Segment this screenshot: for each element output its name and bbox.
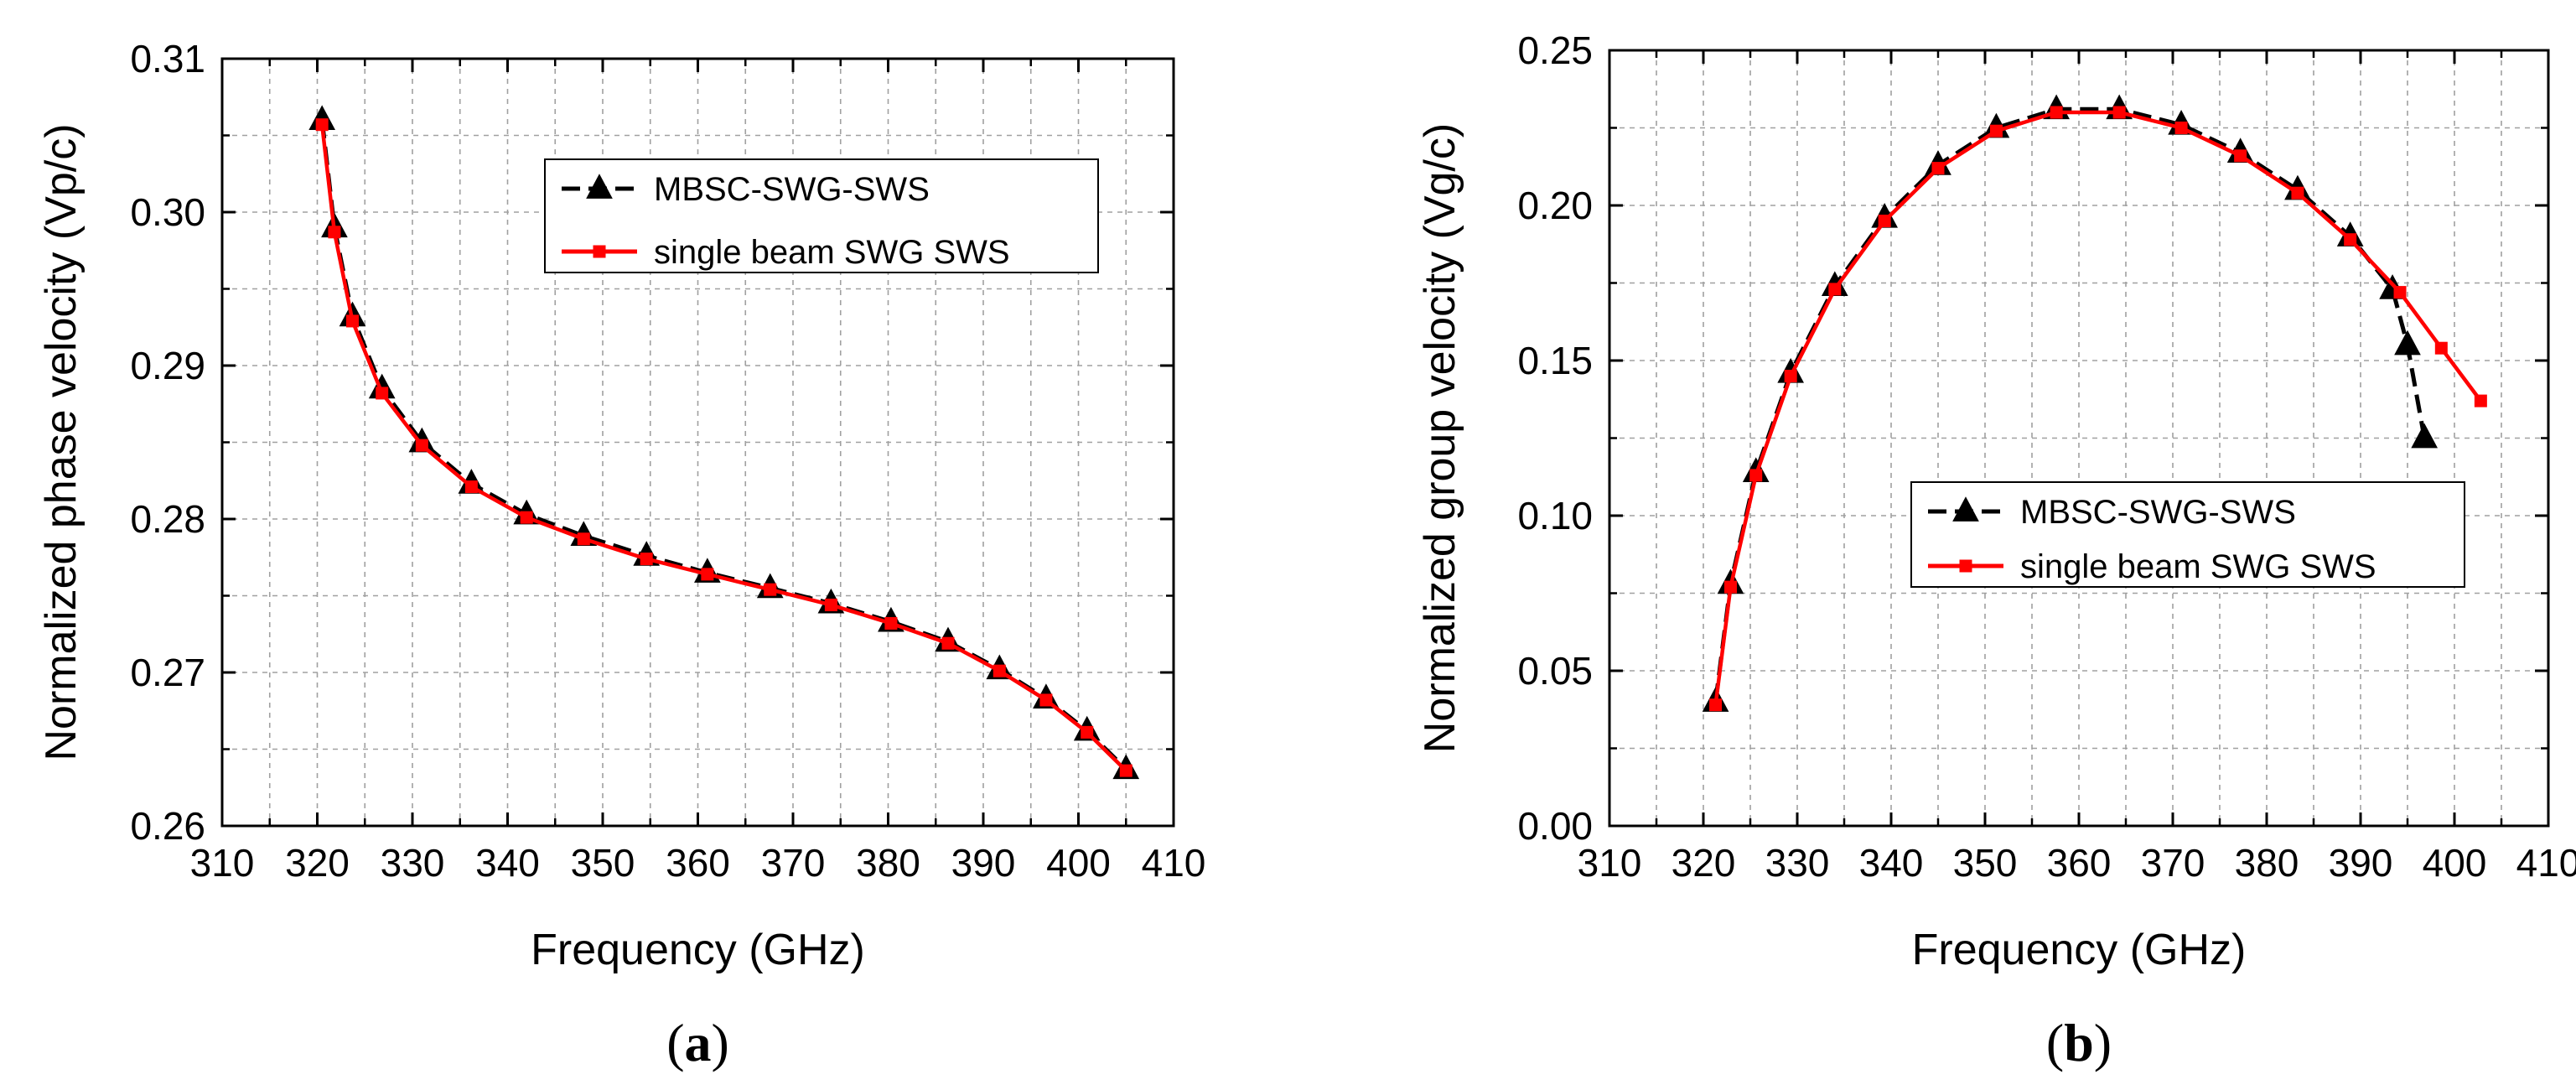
y-tick-label: 0.29 — [130, 344, 205, 387]
x-axis-label: Frequency (GHz) — [531, 926, 865, 974]
x-tick-label: 330 — [1765, 841, 1830, 885]
data-point — [2050, 106, 2063, 119]
legend-label: single beam SWG SWS — [654, 234, 1010, 271]
data-point — [2474, 394, 2487, 407]
x-tick-label: 320 — [1672, 841, 1736, 885]
chart-panel-a: 310 320 330 340 350 360 370 380 390 400 410 0.26 0.2… — [37, 37, 1205, 1072]
x-tick-label: 340 — [475, 841, 540, 885]
data-point — [1723, 580, 1737, 594]
data-point — [640, 553, 653, 566]
legend-marker — [586, 174, 613, 199]
x-tick-label: 340 — [1859, 841, 1924, 885]
data-point — [1784, 370, 1797, 382]
x-tick-label: 390 — [2329, 841, 2393, 885]
x-tick-label: 330 — [381, 841, 445, 885]
data-point — [1081, 725, 1094, 739]
data-point — [1878, 215, 1891, 227]
x-tick-label: 310 — [1578, 841, 1642, 885]
series-single-beam-swg-sws — [315, 118, 1133, 777]
data-point — [2434, 341, 2448, 355]
x-tick-label: 380 — [2235, 841, 2299, 885]
legend-box — [1910, 481, 2465, 588]
gridlines — [1609, 49, 2549, 827]
chart-panel-b: 310 320 330 340 350 360 370 380 390 400 410 0.00 0.0… — [1416, 29, 2576, 1072]
x-tick-label: 310 — [190, 841, 255, 885]
y-tick-label: 0.28 — [130, 497, 205, 541]
data-point — [415, 439, 428, 452]
legend: MBSC-SWG-SWS single beam SWG SWS — [544, 158, 1099, 273]
data-point — [1749, 469, 1763, 482]
x-tick-label: 410 — [1142, 841, 1206, 885]
y-tick-label: 0.26 — [130, 804, 205, 848]
x-tick-label: 400 — [2423, 841, 2487, 885]
y-axis-label: Normalized group velocity (Vg/c) — [1416, 123, 1464, 753]
data-point — [1119, 764, 1133, 777]
data-point — [993, 664, 1006, 677]
series-line — [319, 124, 1127, 772]
data-point — [2394, 330, 2421, 356]
x-tick-label: 390 — [951, 841, 1016, 885]
data-point — [464, 480, 478, 494]
data-point — [701, 568, 714, 581]
y-tick-label: 0.30 — [130, 190, 205, 234]
data-point — [884, 616, 898, 630]
y-tick-label: 0.05 — [1517, 649, 1593, 693]
data-point — [376, 387, 389, 400]
data-point — [1989, 124, 2003, 138]
data-point — [1039, 693, 1053, 707]
y-tick-label: 0.10 — [1517, 494, 1593, 537]
data-point — [2411, 423, 2438, 449]
data-point — [2393, 286, 2407, 299]
data-point — [577, 532, 590, 546]
y-tick-label: 0.15 — [1517, 339, 1593, 382]
data-point — [824, 598, 837, 611]
data-point — [2234, 149, 2247, 163]
y-tick-label: 0.20 — [1517, 184, 1593, 227]
data-point — [1709, 698, 1723, 712]
series-single-beam-swg-sws — [1709, 106, 2487, 712]
data-point — [520, 511, 533, 524]
x-tick-label: 370 — [761, 841, 826, 885]
data-point — [1828, 283, 1842, 296]
data-point — [345, 314, 359, 328]
x-tick-label: 370 — [2141, 841, 2205, 885]
legend-marker — [1959, 559, 1972, 573]
y-axis-label: Normalized phase velocity (Vp/c) — [37, 123, 86, 760]
data-point — [2344, 233, 2357, 247]
legend-label: MBSC-SWG-SWS — [654, 171, 930, 208]
data-point — [764, 583, 777, 596]
data-point — [1931, 162, 1945, 175]
data-point — [2291, 186, 2304, 200]
x-tick-label: 350 — [571, 841, 635, 885]
x-tick-label: 360 — [2047, 841, 2112, 885]
legend-label: single beam SWG SWS — [2020, 548, 2376, 585]
data-point — [2112, 106, 2126, 119]
panel-label: (a) — [666, 1013, 729, 1072]
legend-marker — [593, 245, 606, 258]
legend: MBSC-SWG-SWS single beam SWG SWS — [1910, 481, 2465, 588]
x-tick-label: 350 — [1953, 841, 2018, 885]
data-point — [328, 226, 341, 239]
legend-marker — [1952, 496, 1979, 522]
y-tick-label: 0.27 — [130, 651, 205, 694]
x-tick-label: 360 — [666, 841, 730, 885]
x-tick-label: 380 — [856, 841, 920, 885]
x-tick-label: 410 — [2516, 841, 2576, 885]
y-tick-label: 0.00 — [1517, 804, 1593, 848]
panel-label: (b) — [2046, 1013, 2112, 1072]
x-tick-label: 320 — [285, 841, 350, 885]
data-point — [941, 636, 955, 650]
y-tick-label: 0.31 — [130, 37, 205, 80]
legend-label: MBSC-SWG-SWS — [2020, 494, 2296, 531]
y-tick-label: 0.25 — [1517, 29, 1593, 72]
data-point — [2174, 122, 2188, 134]
x-axis-label: Frequency (GHz) — [1912, 926, 2247, 974]
data-point — [315, 118, 329, 132]
x-tick-label: 400 — [1046, 841, 1111, 885]
